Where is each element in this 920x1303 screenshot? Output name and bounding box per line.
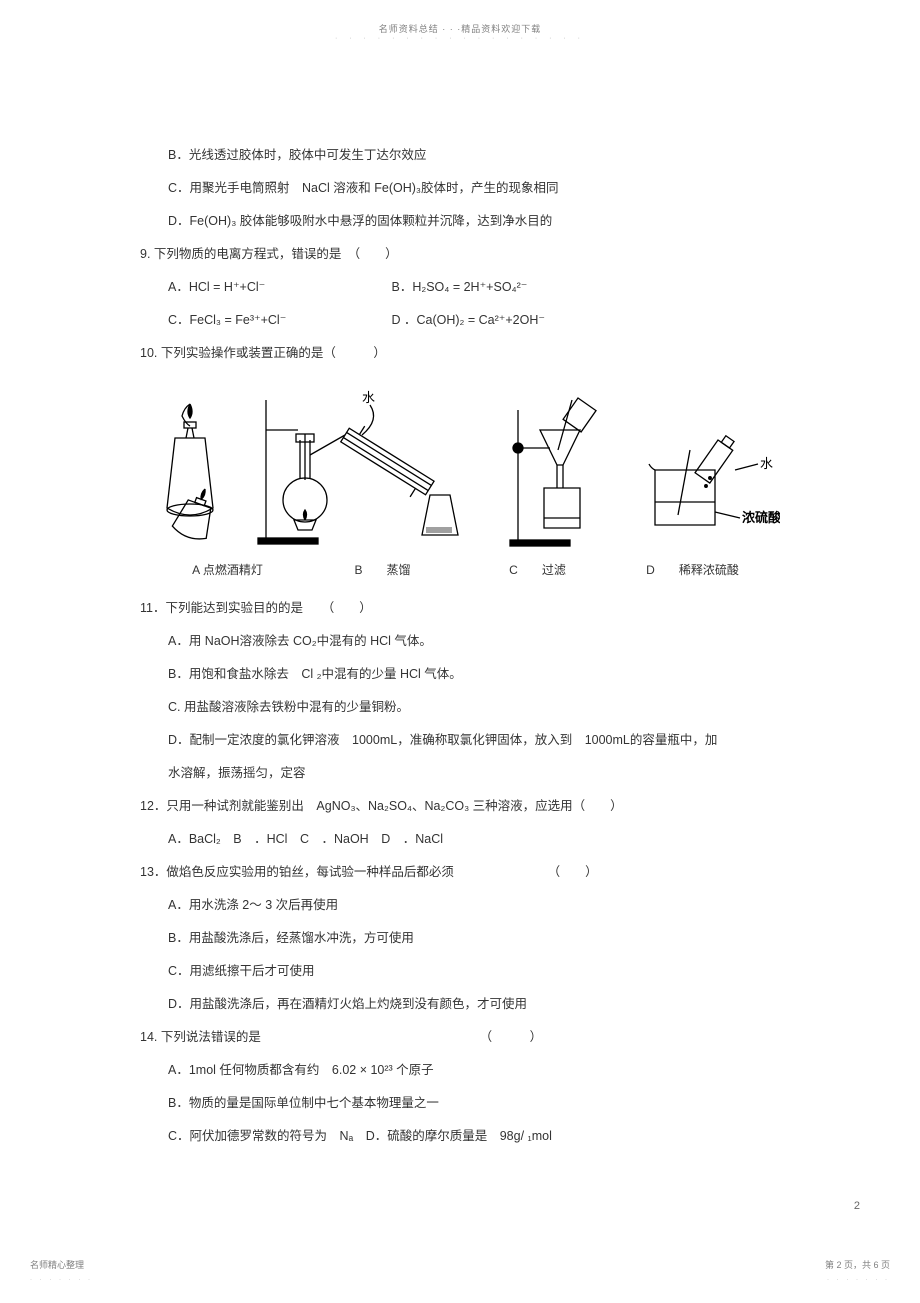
q13-option-c: C．用滤纸擦干后才可使用 [140,956,860,986]
q12-stem: 12．只用一种试剂就能鉴别出 AgNO₃、Na₂SO₄、Na₂CO₃ 三种溶液，… [140,791,860,821]
q11-option-b: B．用饱和食盐水除去 Cl ₂中混有的少量 HCl 气体。 [140,659,860,689]
q9-row1: A．HCl = H⁺+Cl⁻ B．H₂SO₄ = 2H⁺+SO₄²⁻ [140,272,860,302]
q9-option-c: C．FeCl₃ = Fe³⁺+Cl⁻ [168,305,388,335]
diagram-c [500,380,620,550]
q11-option-a: A．用 NaOH溶液除去 CO₂中混有的 HCl 气体。 [140,626,860,656]
q12-options: A．BaCl₂ B ．HCl C ．NaOH D ．NaCl [140,824,860,854]
q13-option-d: D．用盐酸洗涤后，再在酒精灯火焰上灼烧到没有颜色，才可使用 [140,989,860,1019]
q14-option-a: A．1mol 任何物质都含有约 6.02 × 10²³ 个原子 [140,1055,860,1085]
q10-label-d: D 稀释浓硫酸 [615,556,770,585]
q10-label-a: A 点燃酒精灯 [150,556,305,585]
q14-stem: 14. 下列说法错误的是 （ ） [140,1022,860,1052]
footer-right: 第 2 页，共 6 页 [825,1258,890,1271]
header-watermark: 名师资料总结 · · ·精品资料欢迎下载 [0,22,920,35]
svg-text:浓硫酸: 浓硫酸 [742,510,780,525]
q10-label-b: B 蒸馏 [305,556,460,585]
q13-option-b: B．用盐酸洗涤后，经蒸馏水冲洗，方可使用 [140,923,860,953]
svg-text:水: 水 [760,456,773,471]
q11-option-d: D．配制一定浓度的氯化钾溶液 1000mL，准确称取氯化钾固体，放入到 1000… [140,725,860,755]
diagram-b: 水 [250,380,480,550]
q9-option-a: A．HCl = H⁺+Cl⁻ [168,272,388,302]
q10-diagrams: 水 [150,380,780,550]
q8-option-d: D．Fe(OH)₃ 胶体能够吸附水中悬浮的固体颗粒并沉降，达到净水目的 [140,206,860,236]
q11-option-c: C. 用盐酸溶液除去铁粉中混有的少量铜粉。 [140,692,860,722]
diagram-d: 水 浓硫酸 [640,430,780,550]
q10-label-c: C 过滤 [460,556,615,585]
q14-option-b: B．物质的量是国际单位制中七个基本物理量之一 [140,1088,860,1118]
footer-left: 名师精心整理 [30,1258,84,1271]
q13-option-a: A．用水洗涤 2～ 3 次后再使用 [140,890,860,920]
q13-stem: 13．做焰色反应实验用的铂丝，每试验一种样品后都必须 （ ） [140,857,860,887]
svg-text:水: 水 [362,390,375,405]
page-number: 2 [854,1200,860,1212]
q9-row2: C．FeCl₃ = Fe³⁺+Cl⁻ D ．Ca(OH)₂ = Ca²⁺+2OH… [140,305,860,335]
q9-option-d: D ．Ca(OH)₂ = Ca²⁺+2OH⁻ [391,313,545,327]
q14-option-c: C．阿伏加德罗常数的符号为 Nₐ D．硫酸的摩尔质量是 98g/ ₁mol [140,1121,860,1151]
q11-option-d2: 水溶解，振荡摇匀，定容 [140,758,860,788]
q9-stem: 9. 下列物质的电离方程式，错误的是 （ ） [140,239,860,269]
q11-stem: 11．下列能达到实验目的的是 （ ） [140,593,860,623]
footer-dots-right: · · · · · · · [827,1277,890,1283]
q10-stem: 10. 下列实验操作或装置正确的是（ ） [140,338,860,368]
q8-option-c: C．用聚光手电筒照射 NaCl 溶液和 Fe(OH)₃胶体时，产生的现象相同 [140,173,860,203]
q8-option-b: B．光线透过胶体时，胶体中可发生丁达尔效应 [140,140,860,170]
main-content: B．光线透过胶体时，胶体中可发生丁达尔效应 C．用聚光手电筒照射 NaCl 溶液… [140,140,860,1154]
diagram-a [150,394,230,550]
q9-option-b: B．H₂SO₄ = 2H⁺+SO₄²⁻ [391,280,527,294]
header-dots: · · · · · · · · · · · · · · · · · · [0,35,920,42]
footer-dots-left: · · · · · · · [30,1277,93,1283]
q10-labels: A 点燃酒精灯 B 蒸馏 C 过滤 D 稀释浓硫酸 [150,556,770,585]
